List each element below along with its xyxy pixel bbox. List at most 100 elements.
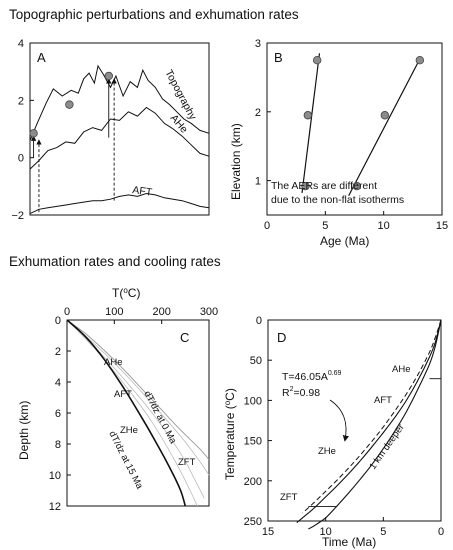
ahe-label-c: AHe [104, 357, 122, 368]
panel-a-arrows [30, 78, 117, 213]
panel-c-y-tick-label: 8 [55, 439, 61, 451]
panel-c: C 0 100 200 300 0 2 4 6 8 10 12 T(oC) Depth (km) A… [17, 286, 218, 513]
panel-a-y-tick-label: 0 [18, 153, 24, 165]
panel-a-frame [29, 42, 210, 216]
panel-b-frame [266, 42, 443, 216]
zft-label-c: ZFT [178, 457, 196, 468]
top-section-title: Topographic perturbations and exhumation… [9, 7, 299, 22]
panel-a-sample-point [29, 129, 38, 138]
panel-d-lines [296, 319, 442, 530]
age-elevation-point [312, 56, 322, 65]
panel-b: B 0 5 10 15 1 2 3 The AERs are different due t… [229, 38, 448, 248]
intermediate-geotherm-line [66, 319, 210, 476]
panel-d-y-tick-label: 50 [250, 355, 262, 367]
panel-c-y-tick-label: 6 [55, 408, 61, 420]
panel-b-x-tick-label: 5 [322, 220, 328, 232]
aer-note-line-1: The AERs are different [271, 180, 377, 192]
panel-d-x-axis-label: Time (Ma) [322, 535, 376, 549]
panel-a-y-tick-label: 2 [18, 95, 24, 107]
aer-fit-line [301, 53, 321, 194]
panel-c-y-tick-label: 2 [55, 346, 61, 358]
panel-a-sample-point [104, 71, 113, 81]
panel-b-x-axis-label: Age (Ma) [320, 234, 369, 248]
panel-d-y-axis-label: Temperature (oC) [223, 388, 237, 480]
panel-d-x-tick-label: 10 [320, 526, 332, 538]
panel-c-y-tick-label: 10 [49, 470, 61, 482]
fit-cooling-curve [296, 319, 442, 524]
panel-d-y-tick-label: 200 [244, 476, 262, 488]
zhe-label-c: ZHe [120, 425, 138, 436]
aft-label-d: AFT [374, 395, 392, 406]
deeper-cooling-curve [308, 319, 442, 530]
panel-a-samples [29, 71, 113, 138]
panel-d-y-tick-label: 100 [244, 395, 262, 407]
panel-b-label: B [274, 50, 283, 65]
deeper-curve-label: 1 km deeper [367, 422, 406, 472]
panel-b-data [301, 53, 425, 197]
panel-b-y-tick-label: 1 [255, 176, 261, 188]
panel-d-x-tick-label: 5 [380, 526, 386, 538]
panel-c-ticks: 0 100 200 300 0 2 4 6 8 10 12 [49, 306, 218, 513]
panel-c-lines [66, 319, 210, 507]
gradient-15ma-label: dT/dz at 15 Ma [106, 429, 145, 491]
panel-b-y-axis-label: Elevation (km) [229, 123, 243, 200]
panel-a-y-tick-label: 4 [18, 38, 24, 50]
aft-label-c: AFT [114, 389, 132, 400]
panel-a-sample-point [65, 100, 74, 109]
panel-b-x-tick-label: 10 [378, 220, 390, 232]
panel-b-x-tick-label: 15 [436, 220, 448, 232]
panel-d-y-tick-label: 150 [244, 436, 262, 448]
panel-a: A 420−2 Topography AHe AFT [11, 38, 210, 222]
age-elevation-point [301, 181, 310, 191]
intermediate-geotherm-line [66, 319, 198, 507]
aer-note-line-2: due to the non-flat isotherms [271, 194, 404, 206]
aer-fit-line [348, 56, 422, 197]
panel-b-x-tick-label: 0 [264, 220, 270, 232]
panel-c-y-tick-label: 4 [55, 377, 61, 389]
fit-r-squared: R2=0.98 [282, 386, 320, 399]
panel-c-x-tick-label: 300 [200, 306, 218, 318]
panel-a-lines [29, 64, 210, 215]
panel-d-frame [267, 319, 442, 522]
panel-b-y-tick-label: 3 [255, 38, 261, 50]
dashed-cooling-curve [302, 319, 442, 514]
age-elevation-point [415, 56, 425, 65]
panel-d-y-tick-label: 250 [244, 516, 262, 528]
topography-label: Topography [162, 68, 199, 123]
series-ahe-line [29, 106, 210, 170]
bottom-section-title: Exhumation rates and cooling rates [9, 254, 221, 269]
panel-a-y-ticks: 4 2 0 −2 [11, 38, 34, 222]
panel-b-ticks: 0 5 10 15 1 2 3 [255, 38, 448, 232]
panel-c-label: C [180, 330, 189, 345]
zhe-label-d: ZHe [318, 446, 336, 457]
geotherm-15ma-line [66, 319, 187, 507]
age-elevation-point [303, 111, 313, 120]
fit-equation: T=46.05A0.69 [282, 370, 342, 383]
series-topography-line [29, 64, 210, 141]
panel-a-label: A [37, 50, 46, 65]
panel-c-x-tick-label: 200 [152, 306, 170, 318]
aft-label-a: AFT [132, 184, 154, 199]
panel-d-y-tick-label: 0 [256, 315, 262, 327]
panel-a-y-tick-label: −2 [11, 210, 24, 222]
panel-c-x-tick-label: 0 [64, 306, 70, 318]
panel-c-y-axis-label: Depth (km) [17, 401, 31, 460]
series-aft-line [29, 192, 210, 215]
panel-d-x-tick-label: 15 [262, 526, 274, 538]
panel-c-y-tick-label: 12 [49, 501, 61, 513]
geotherm-0ma-line [66, 319, 210, 460]
panel-c-x-tick-label: 100 [105, 306, 123, 318]
zft-label-d: ZFT [280, 492, 298, 503]
panel-c-y-tick-label: 0 [55, 315, 61, 327]
gradient-0ma-label: dT/dz at 0 Ma [141, 389, 178, 446]
panel-c-x-axis-label: T(oC) [112, 286, 140, 300]
equation-pointer-arrow [329, 399, 349, 442]
panel-d-x-tick-label: 0 [438, 526, 444, 538]
age-elevation-point [380, 111, 390, 120]
panel-d-label: D [277, 330, 286, 345]
panel-b-y-tick-label: 2 [255, 107, 261, 119]
age-elevation-point [352, 181, 362, 191]
